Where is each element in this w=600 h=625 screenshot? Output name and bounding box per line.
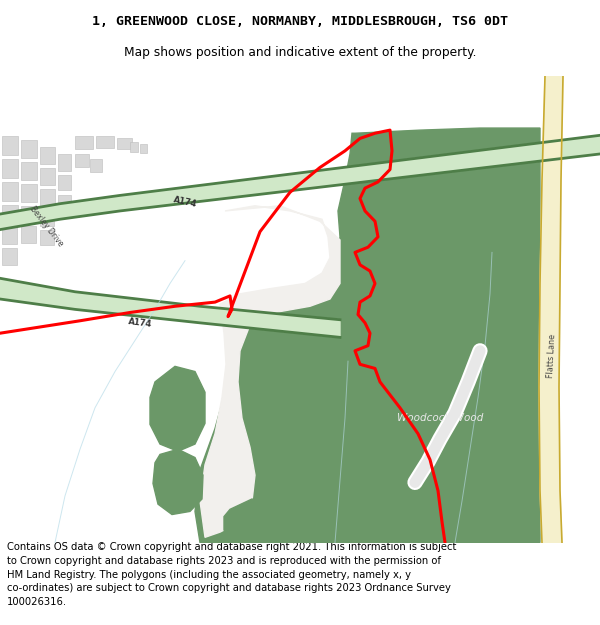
Polygon shape xyxy=(539,76,563,542)
Bar xyxy=(140,144,147,153)
Text: 1, GREENWOOD CLOSE, NORMANBY, MIDDLESBROUGH, TS6 0DT: 1, GREENWOOD CLOSE, NORMANBY, MIDDLESBRO… xyxy=(92,15,508,28)
Text: Bexley Drive: Bexley Drive xyxy=(28,204,65,248)
Text: Map shows position and indicative extent of the property.: Map shows position and indicative extent… xyxy=(124,46,476,59)
Bar xyxy=(2,159,18,177)
Polygon shape xyxy=(0,135,600,229)
Bar xyxy=(2,226,17,244)
Polygon shape xyxy=(195,128,540,542)
Bar xyxy=(2,205,18,222)
Bar xyxy=(2,248,17,265)
Bar xyxy=(40,229,54,245)
Text: Contains OS data © Crown copyright and database right 2021. This information is : Contains OS data © Crown copyright and d… xyxy=(7,542,457,607)
Bar xyxy=(40,210,54,226)
Bar xyxy=(58,174,71,190)
Text: Woodcock Wood: Woodcock Wood xyxy=(397,413,483,423)
Bar xyxy=(40,147,55,164)
Bar xyxy=(58,154,71,171)
Bar xyxy=(21,184,37,202)
Bar xyxy=(117,138,132,149)
Bar xyxy=(90,159,102,172)
Bar xyxy=(75,136,93,149)
Bar xyxy=(40,189,55,206)
Bar xyxy=(96,136,114,148)
Bar xyxy=(40,169,55,185)
Bar xyxy=(75,154,89,168)
Bar xyxy=(58,196,71,211)
Text: A174: A174 xyxy=(128,317,152,329)
Bar xyxy=(2,136,18,155)
Bar xyxy=(21,206,36,222)
Polygon shape xyxy=(150,366,205,451)
Polygon shape xyxy=(153,449,203,514)
Bar xyxy=(21,162,37,180)
Text: Flatts Lane: Flatts Lane xyxy=(547,334,557,378)
Polygon shape xyxy=(200,206,340,538)
Bar xyxy=(2,182,18,201)
Polygon shape xyxy=(224,499,272,541)
Bar xyxy=(130,141,138,152)
Text: A174: A174 xyxy=(172,195,197,209)
Bar xyxy=(21,141,37,158)
Polygon shape xyxy=(0,278,340,338)
Bar xyxy=(21,226,36,243)
